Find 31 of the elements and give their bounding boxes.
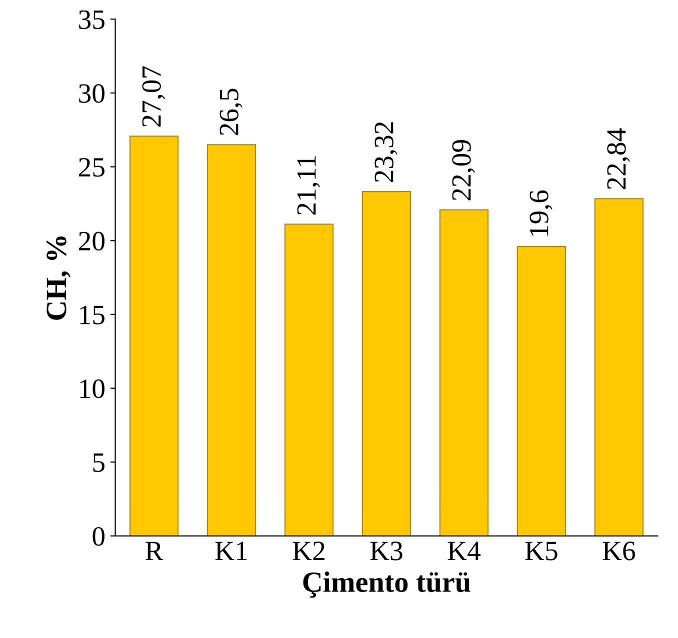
x-tick-label: K6 — [602, 542, 636, 560]
bar — [284, 224, 334, 536]
data-label: 27,07 — [142, 66, 165, 127]
x-tick-label: K3 — [370, 542, 402, 560]
y-tick-label: 35 — [79, 10, 104, 30]
y-tick-label: 5 — [93, 454, 104, 472]
y-axis-title: CH, % — [46, 236, 71, 320]
data-label: 22,84 — [607, 128, 630, 190]
y-tick-label: 10 — [80, 379, 104, 398]
data-label: 23,32 — [374, 122, 398, 182]
data-label: 22,09 — [452, 140, 475, 200]
y-tick-label: 0 — [92, 527, 104, 546]
y-tick-label: 20 — [78, 232, 104, 251]
bar — [594, 198, 644, 536]
bar — [439, 209, 489, 536]
bar — [516, 246, 566, 536]
bar — [129, 136, 179, 536]
x-axis-title: Çimento türü — [303, 572, 470, 598]
y-tick-label: 30 — [79, 84, 104, 103]
bar — [206, 144, 256, 536]
data-label: 19,6 — [530, 190, 552, 236]
x-tick-label: K2 — [292, 542, 324, 560]
x-tick-label: K4 — [448, 542, 480, 560]
bar — [362, 191, 412, 536]
data-label: 26,5 — [220, 88, 242, 136]
x-tick-label: K1 — [215, 542, 247, 560]
y-tick-label: 15 — [80, 306, 104, 324]
y-tick-label: 25 — [78, 158, 104, 177]
x-tick-label: K5 — [525, 542, 558, 560]
x-tick-label: R — [146, 542, 164, 560]
data-label: 21,11 — [297, 156, 320, 215]
